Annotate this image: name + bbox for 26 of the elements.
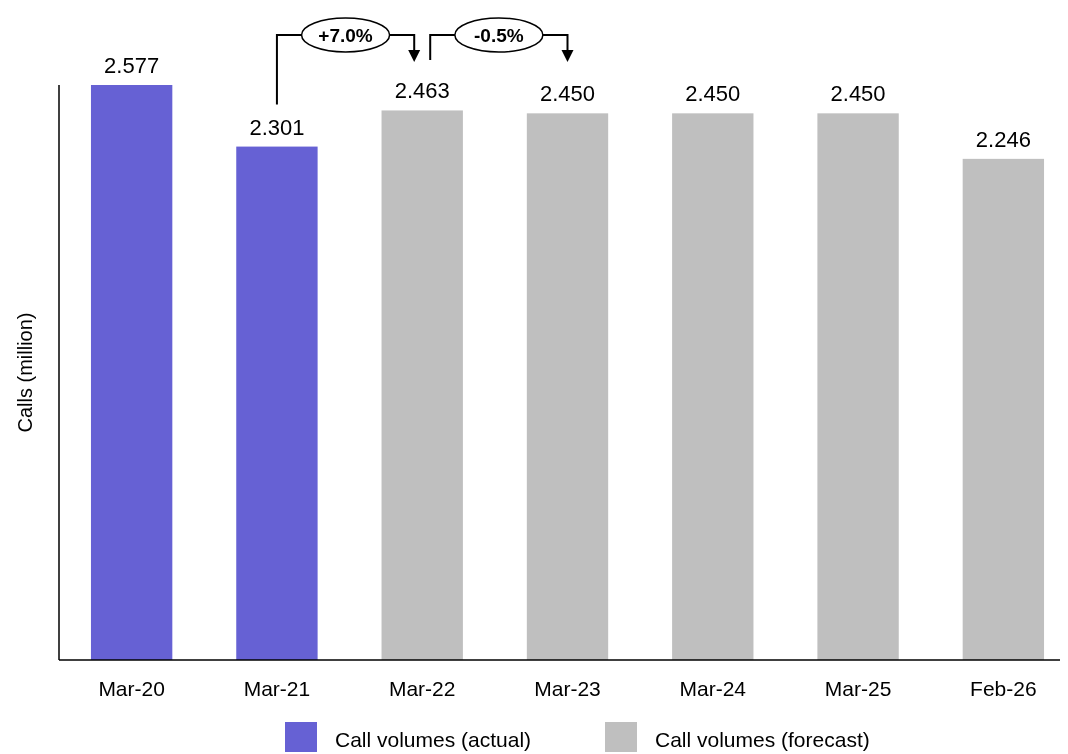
bar [236, 146, 318, 660]
bar [962, 158, 1045, 660]
bar [817, 113, 899, 660]
data-label: 2.301 [249, 114, 305, 140]
data-label: 2.463 [394, 78, 450, 104]
x-tick-label: Mar-20 [98, 677, 165, 700]
data-label: 2.450 [539, 81, 596, 107]
data-label: 2.450 [685, 81, 741, 107]
legend-label: Call volumes (forecast) [655, 728, 870, 751]
text: +7.0% [318, 25, 373, 46]
y-axis-title: Calls (million) [14, 312, 36, 433]
bar [381, 110, 463, 660]
bar [90, 85, 173, 660]
x-tick-label: Feb-26 [970, 677, 1037, 700]
x-tick-label: Mar-24 [679, 677, 747, 700]
bar [672, 113, 754, 660]
x-tick-label: Mar-22 [388, 677, 456, 700]
data-label: 2.450 [830, 81, 886, 107]
bar [526, 113, 609, 660]
data-label: 2.246 [975, 126, 1031, 152]
x-tick-label: Mar-25 [824, 677, 892, 700]
x-tick-label: Mar-21 [243, 677, 311, 700]
x-tick-label: Mar-23 [534, 677, 601, 700]
legend-label: Call volumes (actual) [335, 728, 532, 751]
text: -0.5% [474, 25, 524, 46]
data-label: 2.577 [104, 53, 160, 78]
